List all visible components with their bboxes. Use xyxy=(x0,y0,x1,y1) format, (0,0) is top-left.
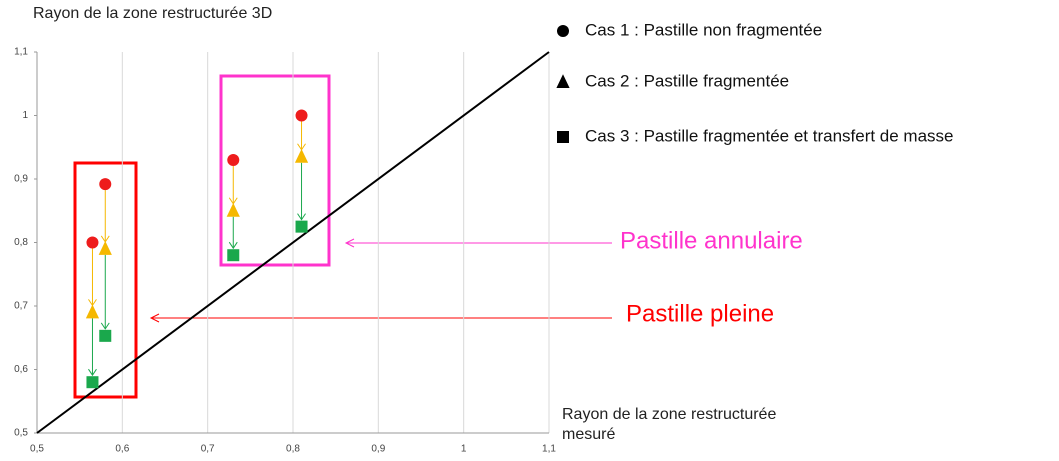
y-tick-label: 0,6 xyxy=(14,364,28,375)
x-tick-label: 0,7 xyxy=(201,444,215,455)
marker xyxy=(557,131,569,143)
y-tick-label: 0,7 xyxy=(14,301,28,312)
x-tick-label: 0,8 xyxy=(286,444,300,455)
annotation: Pastille annulaire xyxy=(620,227,803,254)
x-tick-label: 0,9 xyxy=(371,444,385,455)
marker xyxy=(227,153,240,166)
marker xyxy=(226,202,240,217)
annotation: Pastille pleine xyxy=(626,300,774,327)
arrow-head xyxy=(88,368,97,377)
arrow-head xyxy=(228,241,238,250)
group-box xyxy=(219,74,331,267)
marker xyxy=(85,304,100,319)
x-tick-label: 0,5 xyxy=(30,444,44,455)
legend-label: Cas 3 : Pastille fragmentée et transfert… xyxy=(585,126,954,145)
y-axis-title: Rayon de la zone restructurée 3D xyxy=(33,5,272,22)
x-axis-title: Rayon de la zone restructurée mesuré xyxy=(562,405,862,445)
arrow-head xyxy=(149,313,160,323)
marker xyxy=(556,74,570,88)
marker xyxy=(294,148,309,163)
group-box xyxy=(73,161,138,399)
legend-label: Cas 1 : Pastille non fragmentée xyxy=(585,20,822,39)
diagonal xyxy=(36,51,550,434)
marker xyxy=(86,236,99,249)
arrow-head xyxy=(344,238,355,248)
x-tick-label: 1 xyxy=(461,444,467,455)
y-tick-label: 1 xyxy=(22,110,28,121)
arrow-head xyxy=(100,322,110,330)
marker xyxy=(98,241,112,255)
y-tick-label: 0,9 xyxy=(14,174,28,185)
x-tick-label: 0,6 xyxy=(115,444,129,455)
legend-label: Cas 2 : Pastille fragmentée xyxy=(585,71,789,90)
marker xyxy=(99,178,112,191)
marker xyxy=(295,220,308,233)
x-tick-label: 1,1 xyxy=(542,444,556,455)
y-tick-label: 1,1 xyxy=(14,47,28,58)
marker xyxy=(227,249,240,262)
marker xyxy=(99,329,112,342)
arrow-head xyxy=(297,213,306,221)
y-tick-label: 0,8 xyxy=(14,237,28,248)
marker xyxy=(295,109,308,122)
y-tick-label: 0,5 xyxy=(14,428,28,439)
marker xyxy=(557,25,569,37)
x-axis-title-text: Rayon de la zone restructurée mesuré xyxy=(562,406,777,443)
marker xyxy=(86,376,99,389)
